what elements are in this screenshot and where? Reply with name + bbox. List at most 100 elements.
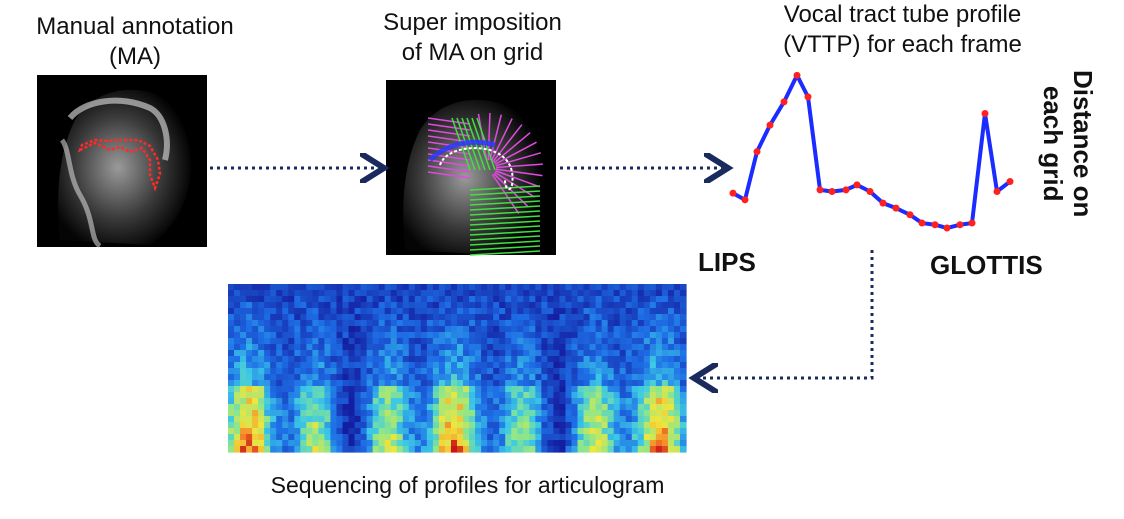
heatmap-cell <box>613 302 621 309</box>
vttp-line2: (VTTP) for each frame <box>783 31 1022 58</box>
heatmap-cell <box>601 428 609 435</box>
heatmap-cell <box>565 446 573 453</box>
heatmap-cell <box>438 350 446 357</box>
heatmap-cell <box>432 410 440 417</box>
heatmap-cell <box>438 290 446 297</box>
heatmap-cell <box>523 302 530 309</box>
heatmap-cell <box>673 344 681 351</box>
heatmap-cell <box>432 332 440 339</box>
heatmap-cell <box>553 404 561 411</box>
heatmap-cell <box>559 422 567 429</box>
heatmap-cell <box>282 446 289 453</box>
heatmap-cell <box>457 356 464 363</box>
heatmap-cell <box>541 416 548 423</box>
grid-back-line <box>469 215 541 221</box>
heatmap-cell <box>330 350 338 357</box>
heatmap-cell <box>450 290 458 297</box>
heatmap-cell <box>420 326 428 333</box>
heatmap-cell <box>264 320 271 327</box>
heatmap-cell <box>559 284 567 291</box>
heatmap-cell <box>679 446 687 453</box>
heatmap-cell <box>529 374 536 381</box>
heatmap-cell <box>228 314 235 321</box>
heatmap-cell <box>270 344 277 351</box>
heatmap-cell <box>246 422 253 429</box>
heatmap-cell <box>402 422 410 429</box>
heatmap-cell <box>541 368 548 375</box>
heatmap-cell <box>607 392 615 399</box>
heatmap-cell <box>655 422 663 429</box>
heatmap-cell <box>234 392 241 399</box>
heatmap-cell <box>330 284 338 291</box>
heatmap-cell <box>631 326 639 333</box>
heatmap-cell <box>432 344 440 351</box>
heatmap-cell <box>469 422 476 429</box>
heatmap-cell <box>276 380 283 387</box>
heatmap-cell <box>342 410 350 417</box>
heatmap-cell <box>396 350 404 357</box>
heatmap-cell <box>282 392 289 399</box>
heatmap-cell <box>661 392 669 399</box>
heatmap-cell <box>619 422 627 429</box>
heatmap-cell <box>252 296 259 303</box>
heatmap-cell <box>372 392 380 399</box>
heatmap-cell <box>649 410 657 417</box>
heatmap-cell <box>481 284 488 291</box>
heatmap-cell <box>228 446 235 453</box>
heatmap-cell <box>318 296 326 303</box>
heatmap-cell <box>288 296 295 303</box>
heatmap-cell <box>649 290 657 297</box>
heatmap-cell <box>607 338 615 345</box>
heatmap-cell <box>342 380 350 387</box>
heatmap-cell <box>366 338 374 345</box>
heatmap-cell <box>553 416 561 423</box>
heatmap-cell <box>619 332 627 339</box>
heatmap-cell <box>408 344 416 351</box>
heatmap-cell <box>541 308 548 315</box>
heatmap-cell <box>426 398 434 405</box>
heatmap-cell <box>318 338 326 345</box>
heatmap-cell <box>517 380 524 387</box>
heatmap-cell <box>432 422 440 429</box>
heatmap-cell <box>300 398 307 405</box>
heatmap-cell <box>511 398 518 405</box>
heatmap-cell <box>469 392 476 399</box>
heatmap-cell <box>234 284 241 291</box>
heatmap-cell <box>282 314 289 321</box>
heatmap-cell <box>553 284 561 291</box>
heatmap-cell <box>414 296 422 303</box>
heatmap-cell <box>601 284 609 291</box>
heatmap-cell <box>661 380 669 387</box>
heatmap-cell <box>402 416 410 423</box>
heatmap-cell <box>276 392 283 399</box>
heatmap-cell <box>234 410 241 417</box>
heatmap-cell <box>595 320 603 327</box>
heatmap-cell <box>258 386 265 393</box>
heatmap-cell <box>450 368 458 375</box>
heatmap-cell <box>276 350 283 357</box>
heatmap-cell <box>378 338 386 345</box>
heatmap-cell <box>643 374 651 381</box>
heatmap-cell <box>246 386 253 393</box>
heatmap-cell <box>420 338 428 345</box>
heatmap-cell <box>306 434 313 441</box>
heatmap-cell <box>276 368 283 375</box>
heatmap-cell <box>607 428 615 435</box>
heatmap-cell <box>511 374 518 381</box>
heatmap-cell <box>342 422 350 429</box>
heatmap-cell <box>396 308 404 315</box>
heatmap-cell <box>240 446 247 453</box>
heatmap-cell <box>426 350 434 357</box>
heatmap-cell <box>535 290 542 297</box>
heatmap-cell <box>493 350 500 357</box>
heatmap-cell <box>667 392 675 399</box>
heatmap-cell <box>312 428 319 435</box>
heatmap-cell <box>535 440 542 447</box>
heatmap-cell <box>438 326 446 333</box>
heatmap-cell <box>667 422 675 429</box>
heatmap-cell <box>408 356 416 363</box>
heatmap-cell <box>228 410 235 417</box>
profile-point <box>892 204 900 212</box>
heatmap-cell <box>505 446 512 453</box>
